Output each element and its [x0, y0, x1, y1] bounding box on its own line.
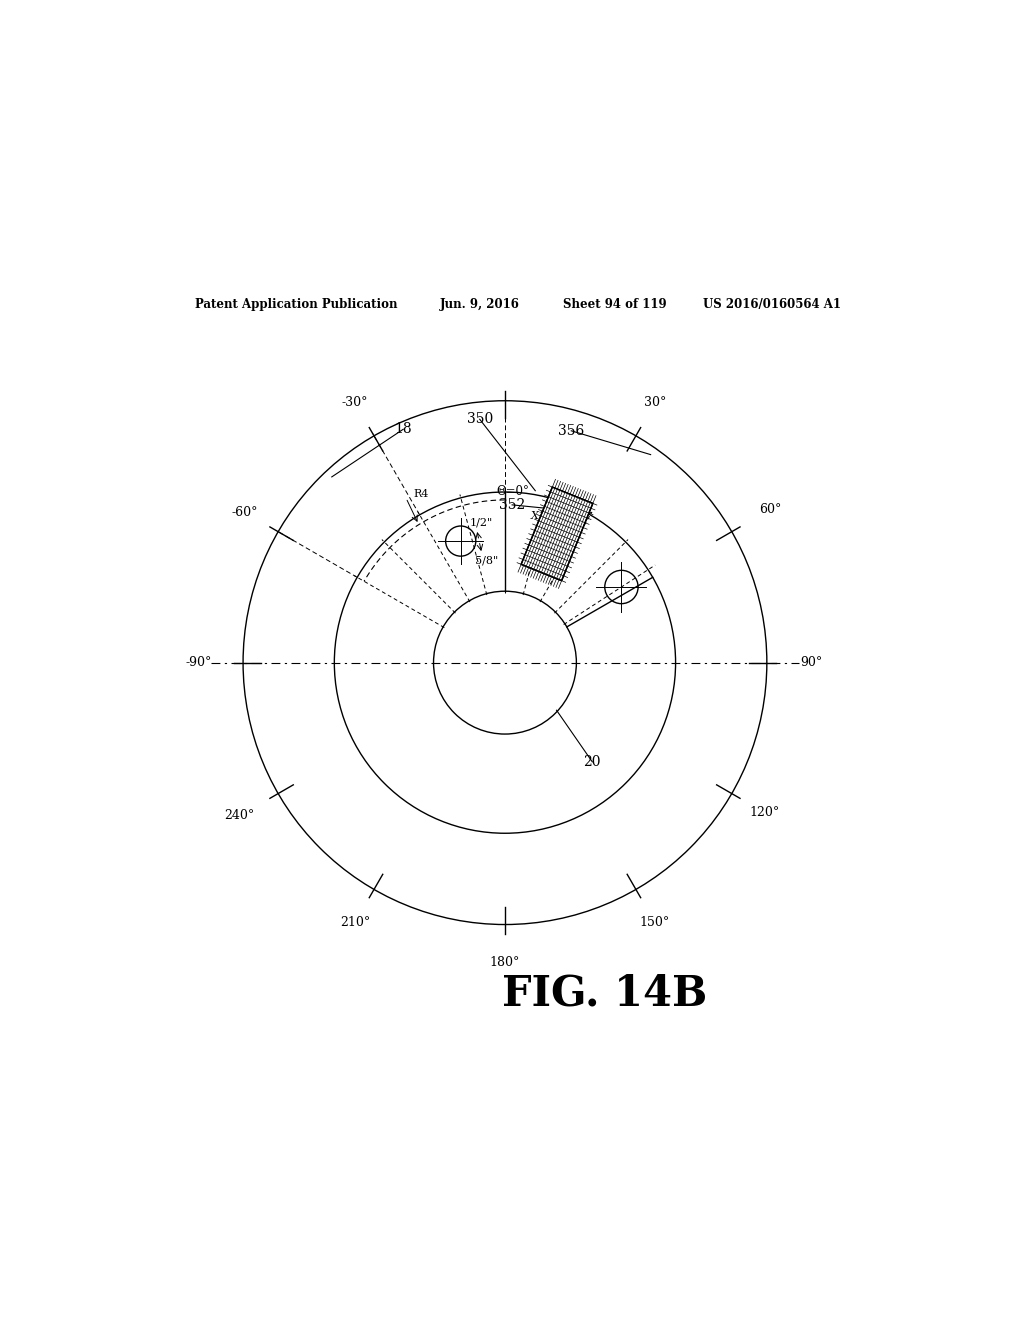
Text: -30°: -30° — [342, 396, 369, 409]
Text: 120°: 120° — [750, 807, 780, 820]
Text: 210°: 210° — [340, 916, 370, 929]
Text: 1/2": 1/2" — [469, 517, 493, 528]
Text: 356: 356 — [558, 424, 585, 438]
Text: Patent Application Publication: Patent Application Publication — [196, 298, 398, 312]
Text: 240°: 240° — [224, 809, 255, 822]
Text: Θ=0°: Θ=0° — [496, 484, 528, 498]
Text: Sheet 94 of 119: Sheet 94 of 119 — [563, 298, 667, 312]
Text: 60°: 60° — [759, 503, 781, 516]
Text: 150°: 150° — [640, 916, 670, 929]
Text: -60°: -60° — [231, 506, 258, 519]
Text: 180°: 180° — [489, 956, 520, 969]
Text: Jun. 9, 2016: Jun. 9, 2016 — [440, 298, 520, 312]
Text: FIG. 14B: FIG. 14B — [502, 973, 707, 1015]
Text: -90°: -90° — [185, 656, 212, 669]
Text: 18: 18 — [394, 422, 412, 437]
Text: 30°: 30° — [644, 396, 667, 409]
Text: US 2016/0160564 A1: US 2016/0160564 A1 — [703, 298, 842, 312]
Text: 20: 20 — [584, 755, 601, 768]
Polygon shape — [521, 487, 593, 581]
Text: 5/8": 5/8" — [475, 556, 499, 565]
Text: 90°: 90° — [800, 656, 822, 669]
Text: X15: X15 — [530, 511, 553, 521]
Text: 352: 352 — [499, 498, 525, 512]
Text: 350: 350 — [467, 412, 493, 426]
Text: R4: R4 — [414, 488, 429, 499]
